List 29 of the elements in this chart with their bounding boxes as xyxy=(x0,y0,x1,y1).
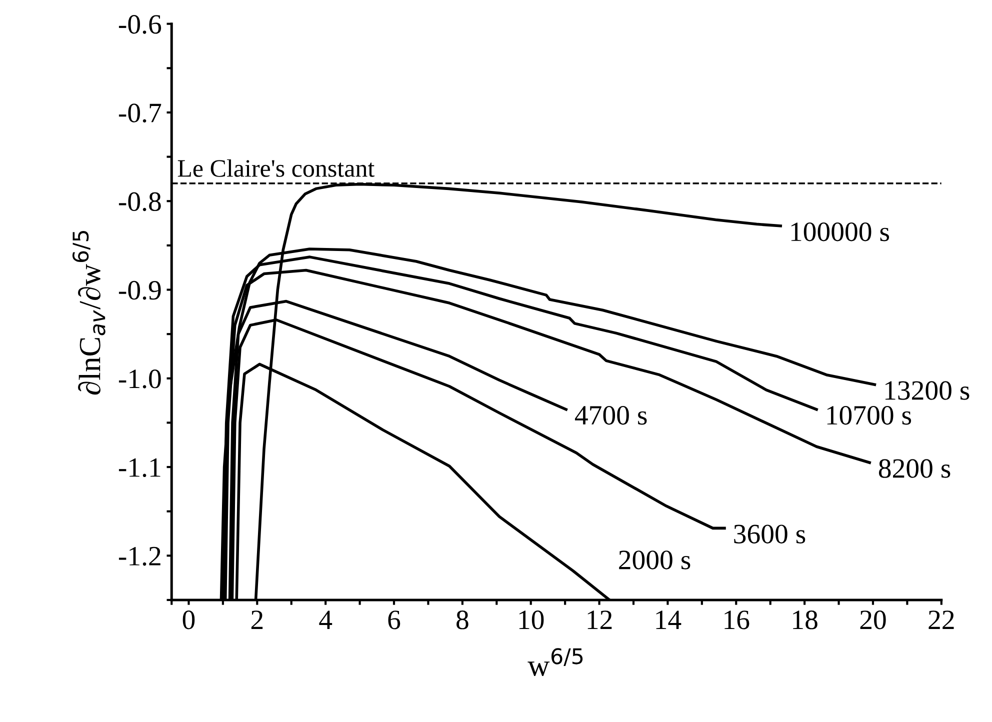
y-tick-label: -0.9 xyxy=(118,280,161,300)
y-tick-label: -1.1 xyxy=(118,458,160,478)
x-tick-label: 14 xyxy=(656,610,682,629)
y-tick-label: -1.0 xyxy=(118,370,161,388)
y-tick-label: -0.6 xyxy=(118,14,162,34)
x-tick-label: 22 xyxy=(928,610,954,629)
y-tick-label: -0.7 xyxy=(118,104,162,122)
x-tick-label: 20 xyxy=(860,610,886,630)
series-label: 2000 s xyxy=(619,550,690,570)
x-tick-label: 18 xyxy=(793,610,818,630)
x-tick-label: 2 xyxy=(251,610,263,629)
y-tick-label: -1.2 xyxy=(118,546,160,566)
x-tick-label: 4 xyxy=(319,610,332,629)
x-axis-title: w$^{6/5}$ xyxy=(528,648,583,676)
series-label: 13200 s xyxy=(885,381,970,400)
series-label: 8200 s xyxy=(878,459,950,478)
x-tick-label: 12 xyxy=(588,610,612,629)
x-tick-label: 0 xyxy=(182,610,195,630)
series-label: 10700 s xyxy=(827,406,912,425)
series-label: 4700 s xyxy=(574,406,647,425)
series-label: 3600 s xyxy=(734,524,806,544)
series-label: 100000 s xyxy=(791,222,890,242)
x-tick-label: 6 xyxy=(388,610,400,630)
x-tick-label: 8 xyxy=(456,610,468,630)
y-tick-label: -0.8 xyxy=(118,192,161,212)
ref-line-label: Le Claire's constant xyxy=(178,159,375,177)
x-tick-label: 10 xyxy=(519,610,544,630)
x-tick-label: 16 xyxy=(724,610,750,630)
y-axis-title: ∂lnC$_{av}$/∂w$^{6/5}$ xyxy=(72,230,106,395)
